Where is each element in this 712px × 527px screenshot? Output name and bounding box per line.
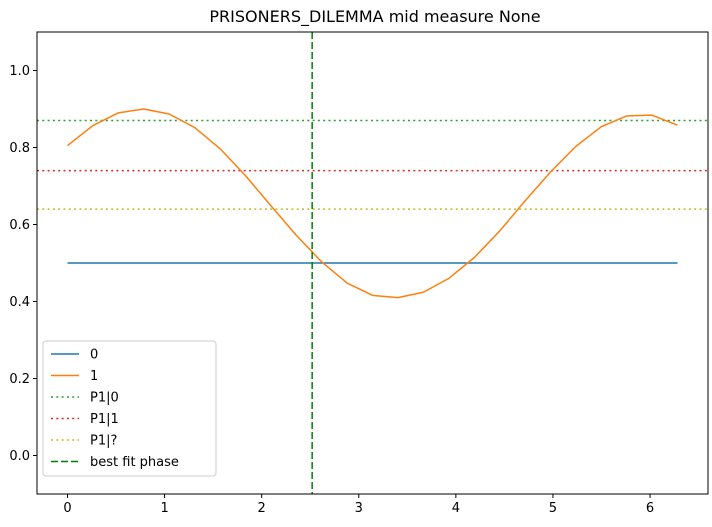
- x-tick-label: 6: [646, 501, 654, 516]
- y-tick-label: 0.2: [9, 372, 30, 387]
- legend-box: [42, 340, 217, 477]
- axes-frame: [36, 31, 709, 495]
- legend: 0 1 P1|0 P1|1 P1|? best fit phase: [42, 340, 217, 477]
- y-tick-label: 0.6: [9, 218, 30, 233]
- x-tick-label: 0: [63, 501, 71, 516]
- x-tick-label: 4: [452, 501, 460, 516]
- axis-ticks: 0 1 2 3 4 5 6 0.0 0.2 0.4 0.6 0.8 1.0: [9, 64, 654, 516]
- chart-title: PRISONERS_DILEMMA mid measure None: [209, 7, 540, 27]
- legend-label: best fit phase: [90, 455, 179, 470]
- x-tick-label: 5: [549, 501, 557, 516]
- legend-label: 1: [90, 369, 98, 384]
- legend-label: P1|0: [90, 391, 119, 406]
- x-tick-label: 2: [258, 501, 266, 516]
- legend-label: P1|?: [90, 434, 117, 449]
- legend-label: P1|1: [90, 412, 119, 427]
- y-tick-label: 0.8: [9, 141, 30, 156]
- y-tick-label: 0.0: [9, 449, 30, 464]
- x-tick-label: 3: [355, 501, 363, 516]
- y-tick-label: 0.4: [9, 295, 30, 310]
- series-line-1: [67, 108, 678, 299]
- legend-label: 0: [90, 348, 98, 363]
- y-tick-label: 1.0: [9, 64, 30, 79]
- x-tick-label: 1: [160, 501, 168, 516]
- plot-area: [37, 32, 708, 494]
